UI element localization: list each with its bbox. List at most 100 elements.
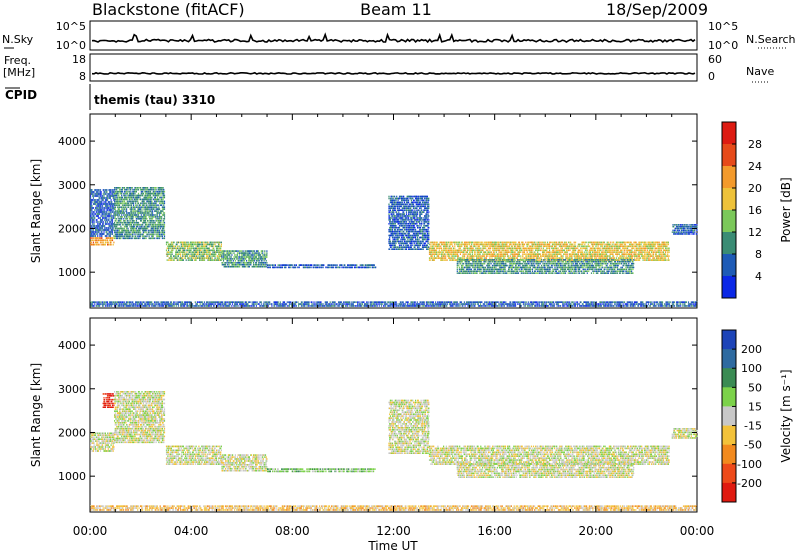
power-cell	[389, 240, 391, 243]
power-cell	[149, 218, 151, 220]
power-cell	[162, 210, 164, 212]
power-cell	[388, 223, 390, 225]
power-cell	[257, 254, 259, 256]
power-cell	[155, 200, 157, 203]
power-cell	[237, 263, 239, 266]
power-cell	[136, 231, 138, 234]
power-cell	[475, 247, 477, 250]
power-cell	[226, 262, 228, 264]
power-cell	[453, 241, 455, 244]
power-cell	[420, 248, 422, 250]
power-cell	[143, 198, 145, 201]
power-cell	[517, 245, 519, 248]
power-cell	[101, 231, 103, 233]
power-cell	[99, 189, 102, 191]
power-cell	[107, 199, 109, 201]
power-cell	[126, 187, 128, 189]
power-cell	[110, 201, 112, 203]
power-cell	[127, 214, 129, 216]
power-cell	[111, 239, 113, 242]
power-cell	[416, 234, 418, 237]
power-cell	[97, 195, 99, 197]
power-cell	[135, 231, 137, 234]
power-cell	[95, 241, 97, 244]
power-cell	[141, 208, 143, 210]
power-cell	[128, 229, 130, 232]
power-cell	[118, 187, 120, 189]
power-cell	[198, 243, 200, 246]
power-cell	[489, 247, 491, 250]
power-cell	[485, 247, 487, 250]
power-cell	[209, 259, 211, 261]
power-cell	[426, 203, 428, 206]
power-cell	[529, 245, 531, 248]
power-cell	[94, 237, 96, 239]
power-cell	[182, 245, 184, 248]
power-cell	[104, 211, 106, 213]
power-cell	[512, 255, 514, 257]
power-cell	[430, 245, 432, 248]
power-cell	[103, 195, 105, 197]
power-cell	[162, 202, 164, 205]
power-cell	[145, 208, 147, 210]
power-cell	[188, 257, 190, 259]
power-cell	[183, 249, 185, 252]
power-cell	[176, 259, 178, 261]
power-cell	[221, 263, 223, 266]
power-cell	[94, 203, 97, 205]
power-cell	[406, 209, 408, 211]
power-cell	[508, 241, 510, 244]
power-data	[90, 187, 698, 307]
power-cell	[394, 207, 396, 209]
power-cell	[95, 195, 97, 197]
power-cell	[93, 203, 95, 205]
power-cell	[90, 221, 92, 223]
power-cell	[447, 243, 449, 246]
power-cell	[188, 249, 190, 252]
power-cell	[125, 221, 127, 224]
power-cell	[123, 237, 125, 240]
power-cell	[404, 205, 406, 208]
power-cell	[505, 241, 507, 244]
power-cell	[137, 221, 140, 224]
power-cell	[495, 257, 497, 259]
power-cell	[146, 196, 148, 199]
power-cell	[160, 198, 162, 201]
power-cell	[157, 218, 159, 220]
power-cell	[398, 246, 401, 248]
power-cell	[180, 241, 182, 244]
power-cell	[395, 197, 397, 200]
power-cell	[105, 219, 107, 221]
power-cell	[190, 249, 192, 252]
power-cell	[217, 241, 219, 244]
power-cell	[93, 223, 95, 225]
power-cell	[96, 239, 98, 242]
power-cell	[399, 248, 401, 250]
power-cell	[397, 226, 399, 229]
power-cell	[428, 251, 431, 253]
power-cell	[407, 217, 409, 219]
power-cell	[149, 210, 151, 212]
power-cell	[217, 249, 219, 252]
power-cell	[525, 257, 528, 259]
power-cell	[147, 210, 149, 212]
power-cell	[408, 199, 410, 202]
power-cell	[229, 265, 232, 268]
power-cell	[115, 192, 117, 195]
power-cell	[184, 251, 186, 253]
power-cell	[91, 213, 93, 215]
power-cell	[404, 226, 406, 229]
power-cell	[90, 233, 92, 235]
power-cell	[417, 246, 419, 248]
power-cell	[126, 237, 128, 240]
power-cell	[111, 203, 113, 205]
power-cell	[403, 215, 405, 217]
power-cell	[291, 264, 293, 266]
power-cell	[431, 257, 433, 259]
power-cell	[141, 202, 143, 205]
power-cell	[116, 233, 118, 236]
power-cell	[471, 257, 473, 259]
power-cell	[154, 223, 156, 226]
power-cell	[415, 230, 417, 233]
power-cell	[461, 243, 463, 246]
